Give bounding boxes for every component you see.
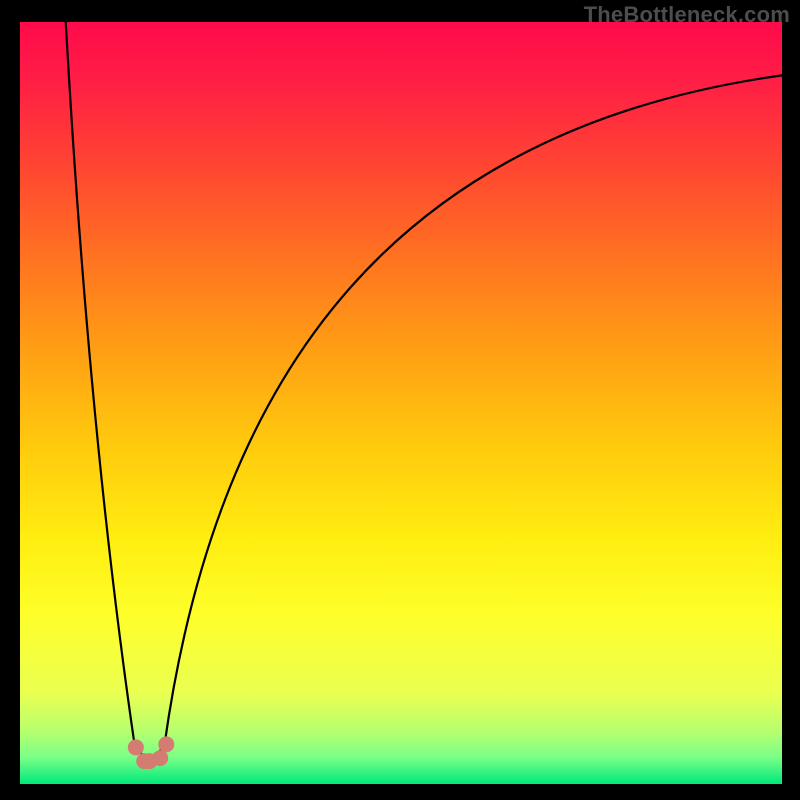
dip-marker (152, 750, 168, 766)
plot-area (20, 22, 782, 784)
chart-container: TheBottleneck.com (0, 0, 800, 800)
bottleneck-curve-chart (20, 22, 782, 784)
watermark-text: TheBottleneck.com (584, 2, 790, 28)
dip-marker (128, 739, 144, 755)
gradient-background (20, 22, 782, 784)
dip-marker (158, 736, 174, 752)
